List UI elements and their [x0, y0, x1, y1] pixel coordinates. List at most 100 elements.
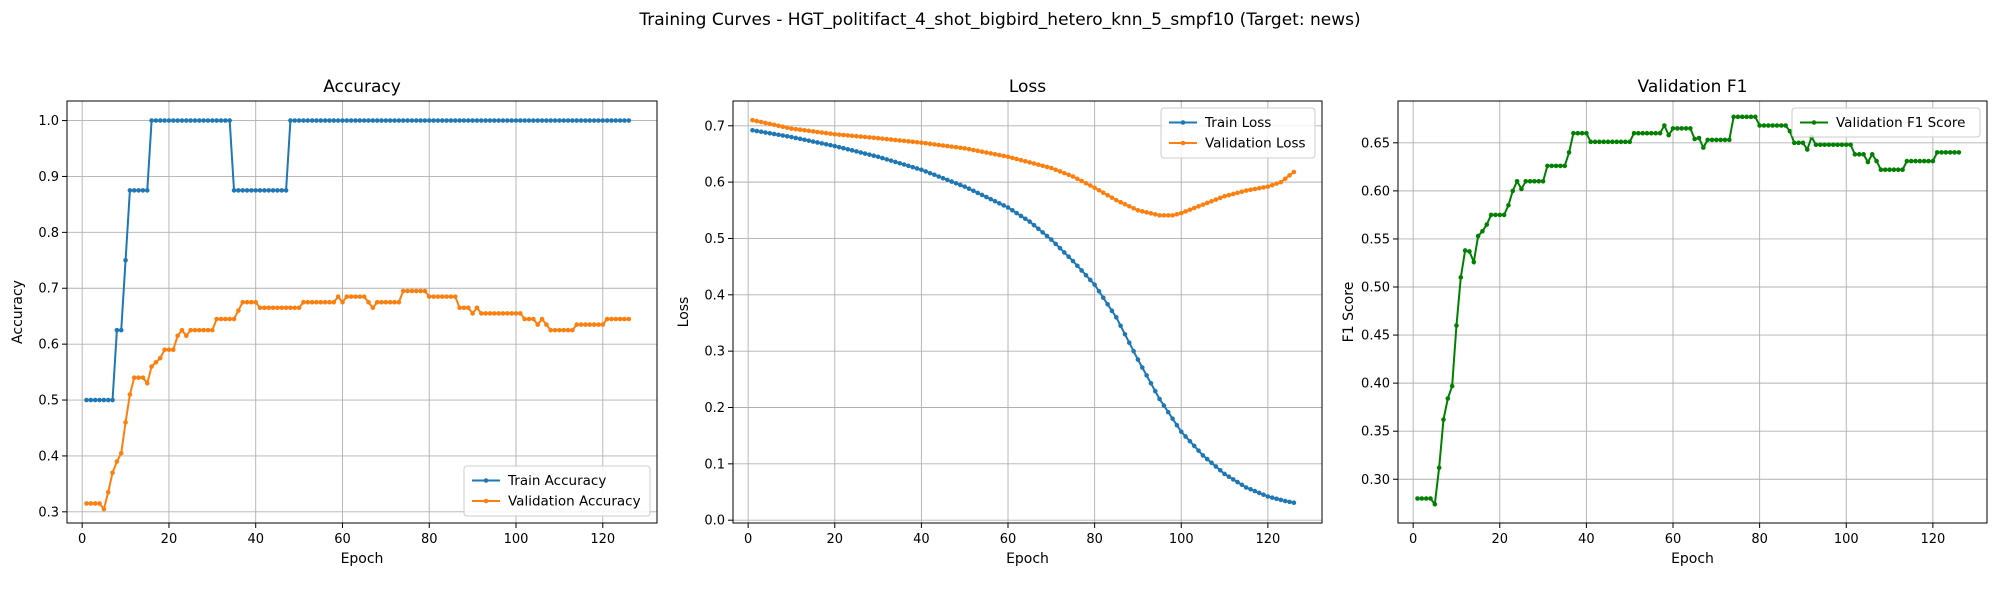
data-point: [561, 327, 567, 333]
data-point: [1722, 137, 1728, 143]
data-point: [776, 123, 781, 129]
data-point: [288, 305, 293, 311]
data-point: [1692, 136, 1697, 142]
data-point: [518, 118, 523, 123]
data-point: [479, 311, 484, 316]
data-point: [570, 118, 575, 123]
data-point: [923, 169, 929, 174]
data-point: [474, 118, 480, 123]
data-point: [1579, 130, 1585, 136]
data-point: [539, 316, 545, 322]
y-tick-label: 1.0: [38, 114, 59, 129]
data-point: [1475, 233, 1481, 239]
data-point: [1062, 170, 1067, 176]
data-point: [1131, 348, 1136, 354]
data-point: [1165, 213, 1171, 218]
data-point: [1096, 288, 1102, 294]
data-point: [1157, 396, 1162, 402]
data-point: [836, 144, 842, 150]
data-point: [906, 163, 911, 169]
data-point: [561, 118, 567, 123]
data-point: [1100, 295, 1106, 301]
x-tick-label: 100: [1169, 532, 1194, 547]
data-point: [1783, 123, 1788, 128]
data-point: [1014, 156, 1019, 162]
data-point: [348, 118, 354, 123]
data-point: [875, 154, 881, 160]
data-point: [1010, 208, 1015, 213]
data-point: [927, 170, 933, 176]
data-point: [1436, 465, 1442, 471]
data-point: [988, 196, 993, 202]
x-tick-label: 60: [334, 532, 351, 547]
data-point: [292, 305, 298, 311]
data-point: [262, 188, 267, 193]
data-point: [548, 118, 554, 123]
data-point: [123, 258, 128, 263]
data-point: [1161, 213, 1167, 218]
data-point: [1705, 137, 1710, 143]
data-point: [953, 180, 959, 186]
data-point: [1952, 150, 1957, 155]
data-point: [1488, 212, 1494, 218]
data-point: [1239, 482, 1245, 488]
data-point: [387, 299, 393, 305]
data-point: [400, 118, 406, 123]
data-point: [1152, 388, 1158, 394]
data-point: [223, 118, 228, 123]
data-point: [1913, 158, 1918, 164]
y-tick-label: 0.3: [38, 505, 59, 520]
data-point: [1545, 163, 1550, 169]
data-point: [587, 118, 593, 123]
data-point: [426, 294, 432, 299]
data-point: [1178, 429, 1184, 435]
data-point: [975, 190, 980, 196]
data-point: [1462, 248, 1468, 253]
panel-title: Loss: [1009, 77, 1046, 97]
data-point: [483, 118, 488, 123]
data-point: [1230, 191, 1236, 197]
chart-panel-1: 0 20 40 60 80 100 120 0.0 0.1 0.2 0.3 0.4 0.5 0.6 0.7 L…: [676, 77, 1323, 567]
data-point: [1843, 142, 1849, 148]
data-point: [240, 299, 245, 305]
data-point: [279, 188, 285, 193]
data-point: [1226, 192, 1232, 198]
data-point: [914, 166, 920, 171]
data-point: [1187, 438, 1193, 444]
data-point: [971, 188, 976, 194]
data-point: [849, 148, 855, 153]
y-tick-label: 0.6: [38, 338, 59, 353]
x-tick-label: 0: [744, 532, 752, 547]
data-point: [888, 158, 894, 163]
data-point: [841, 145, 846, 151]
data-point: [992, 151, 998, 157]
data-point: [1213, 197, 1219, 202]
data-point: [184, 118, 189, 123]
data-point: [1748, 114, 1754, 120]
data-point: [1744, 114, 1749, 120]
data-point: [500, 118, 506, 123]
data-point: [1765, 123, 1771, 128]
data-point: [309, 299, 315, 305]
data-point: [1001, 153, 1006, 159]
figure-suptitle: Training Curves - HGT_politifact_4_shot_…: [638, 10, 1360, 30]
data-point: [1252, 488, 1258, 494]
data-point: [361, 118, 367, 123]
data-point: [301, 299, 306, 305]
data-point: [1869, 152, 1875, 157]
data-point: [1445, 396, 1451, 401]
data-point: [754, 118, 760, 124]
data-point: [1044, 233, 1050, 239]
data-point: [1027, 160, 1032, 165]
data-point: [123, 420, 128, 425]
data-point: [301, 118, 306, 123]
data-point: [1740, 114, 1745, 120]
data-point: [845, 133, 851, 138]
data-point: [858, 134, 864, 139]
data-point: [1174, 422, 1180, 428]
data-point: [626, 118, 632, 123]
data-point: [1113, 315, 1119, 320]
x-tick-label: 80: [421, 532, 438, 547]
data-point: [179, 118, 185, 123]
data-point: [596, 322, 601, 327]
